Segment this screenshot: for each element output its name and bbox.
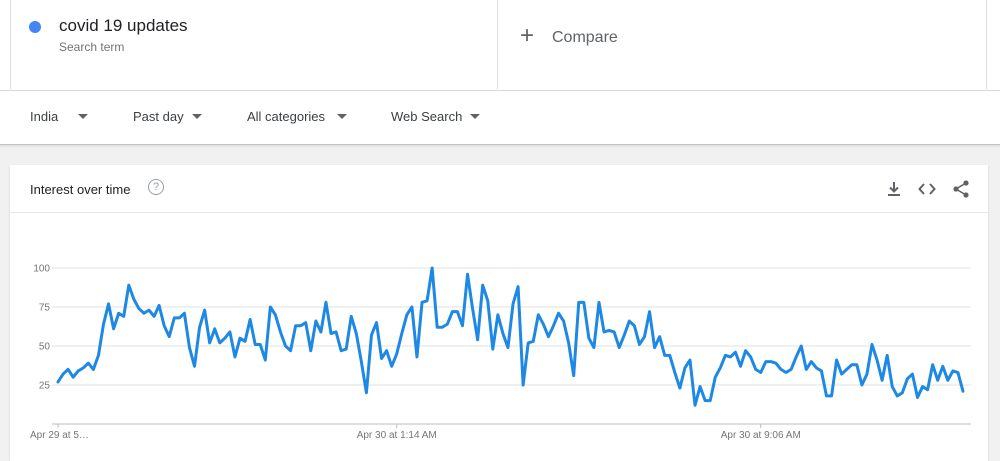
card-title: Interest over time bbox=[30, 182, 131, 197]
caret-down-icon bbox=[191, 114, 202, 119]
search-term-title[interactable]: covid 19 updates bbox=[59, 16, 188, 35]
y-tick-label: 75 bbox=[39, 303, 51, 314]
caret-down-icon bbox=[337, 114, 348, 119]
plus-icon: + bbox=[520, 22, 535, 49]
region-dropdown[interactable]: India bbox=[30, 109, 89, 124]
region-dropdown-label: India bbox=[30, 109, 59, 124]
filter-bar: India Past day All categories Web Search bbox=[0, 91, 1000, 145]
search-type-dropdown[interactable]: Web Search bbox=[391, 109, 481, 124]
category-dropdown-label: All categories bbox=[247, 109, 326, 124]
y-tick-label: 50 bbox=[39, 342, 51, 353]
series-line-covid-19-updates bbox=[56, 266, 965, 407]
caret-down-icon bbox=[470, 114, 481, 119]
term-color-dot bbox=[29, 21, 41, 33]
search-term-card[interactable]: covid 19 updates Search term bbox=[10, 0, 498, 89]
embed-icon[interactable] bbox=[917, 179, 937, 199]
y-tick-label: 25 bbox=[39, 381, 51, 392]
time-range-dropdown[interactable]: Past day bbox=[133, 109, 202, 124]
download-icon[interactable] bbox=[884, 179, 904, 199]
interest-over-time-card: 25 50 75 100 Apr 29 at 5… Apr 30 at 1:14 AM A… bbox=[10, 165, 988, 461]
compare-label: Compare bbox=[552, 29, 618, 46]
time-range-dropdown-label: Past day bbox=[133, 109, 184, 124]
x-tick-label: Apr 29 at 5… bbox=[30, 430, 89, 441]
x-tick-label: Apr 30 at 1:14 AM bbox=[357, 430, 437, 441]
compare-button[interactable]: + Compare bbox=[498, 0, 987, 89]
search-term-subtitle: Search term bbox=[59, 40, 125, 54]
help-icon[interactable]: ? bbox=[148, 179, 164, 195]
card-header: Interest over time ? bbox=[10, 165, 988, 213]
y-tick-label: 100 bbox=[33, 264, 50, 275]
category-dropdown[interactable]: All categories bbox=[247, 109, 348, 124]
search-type-dropdown-label: Web Search bbox=[391, 109, 463, 124]
share-icon[interactable] bbox=[951, 179, 971, 199]
interest-over-time-chart: 25 50 75 100 Apr 29 at 5… Apr 30 at 1:14 AM A… bbox=[30, 264, 971, 441]
x-tick-label: Apr 30 at 9:06 AM bbox=[721, 430, 801, 441]
caret-down-icon bbox=[78, 114, 89, 119]
search-header: covid 19 updates Search term + Compare bbox=[0, 0, 1000, 91]
